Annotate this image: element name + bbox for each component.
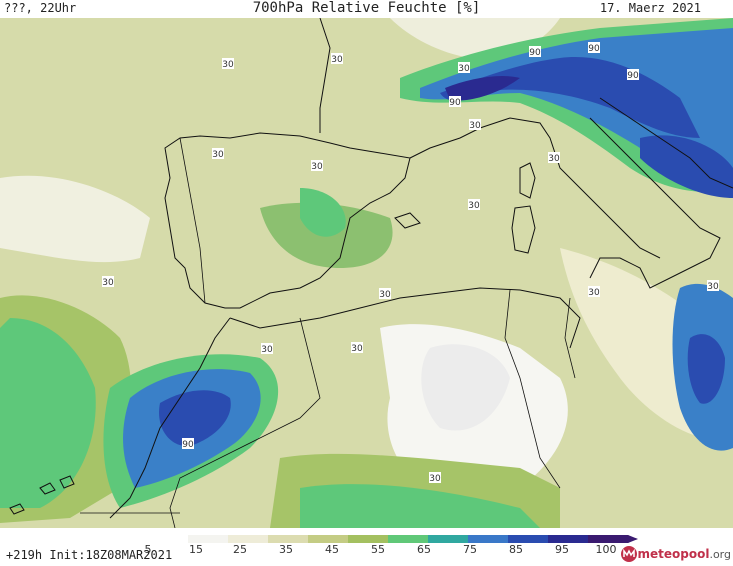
wet-zone-balkans bbox=[640, 135, 733, 198]
colorbar-segment bbox=[228, 535, 269, 543]
contour-labels: 30 30 90 90 90 90 30 30 30 30 30 30 30 3… bbox=[102, 42, 719, 484]
valid-date: 17. Maerz 2021 bbox=[599, 1, 701, 15]
legend-tick: 65 bbox=[417, 543, 431, 556]
dry-zone-atlantic bbox=[0, 175, 150, 263]
saturated-zone-alps bbox=[445, 76, 520, 101]
contour-label: 90 bbox=[627, 71, 639, 81]
contour-label: 30 bbox=[212, 150, 224, 160]
contour-label: 30 bbox=[102, 278, 114, 288]
contour-label: 90 bbox=[588, 44, 600, 54]
colorbar-segment bbox=[428, 535, 469, 543]
contour-label: 30 bbox=[261, 345, 273, 355]
colorbar-segment bbox=[188, 535, 229, 543]
legend-tick: 25 bbox=[233, 543, 247, 556]
colorbar bbox=[148, 535, 638, 543]
contour-label: 30 bbox=[468, 201, 480, 211]
footer: 5 15 25 35 45 55 65 75 85 95 100 +219h I… bbox=[0, 528, 733, 566]
contour-label: 30 bbox=[458, 64, 470, 74]
legend-tick: 5 bbox=[144, 543, 152, 556]
contour-label: 30 bbox=[469, 121, 481, 131]
contour-label: 30 bbox=[429, 474, 441, 484]
driest-zone bbox=[421, 344, 510, 431]
init-time: +219h Init:18Z08MAR2021 bbox=[6, 548, 173, 562]
green-zone-spain bbox=[300, 188, 346, 237]
contour-label: 30 bbox=[379, 290, 391, 300]
colorbar-segment bbox=[148, 535, 189, 543]
colorbar-segment bbox=[348, 535, 389, 543]
colorbar-segment bbox=[388, 535, 429, 543]
contour-label: 90 bbox=[529, 48, 541, 58]
forecast-time: ???, 22Uhr bbox=[4, 1, 77, 15]
legend-tick: 35 bbox=[279, 543, 293, 556]
meteopool-logo[interactable]: meteopool.org bbox=[620, 544, 732, 564]
country-borders bbox=[80, 137, 576, 528]
contour-label: 30 bbox=[588, 288, 600, 298]
colorbar-segment bbox=[308, 535, 349, 543]
contour-label: 30 bbox=[222, 60, 234, 70]
colorbar-segment bbox=[468, 535, 509, 543]
wet-zone-east bbox=[687, 334, 725, 404]
contour-label: 90 bbox=[182, 440, 194, 450]
legend-tick: 15 bbox=[189, 543, 203, 556]
map-canvas: 30 30 90 90 90 90 30 30 30 30 30 30 30 3… bbox=[0, 18, 733, 528]
logo-text: meteopool.org bbox=[637, 547, 732, 561]
legend-tick: 45 bbox=[325, 543, 339, 556]
contour-label: 30 bbox=[331, 55, 343, 65]
colorbar-segment bbox=[268, 535, 309, 543]
humidity-map: 30 30 90 90 90 90 30 30 30 30 30 30 30 3… bbox=[0, 18, 733, 528]
green-zone-south bbox=[300, 484, 540, 528]
colorbar-segment bbox=[548, 535, 589, 543]
contour-label: 90 bbox=[449, 98, 461, 108]
legend-tick: 95 bbox=[555, 543, 569, 556]
legend-tick: 85 bbox=[509, 543, 523, 556]
legend-tick: 55 bbox=[371, 543, 385, 556]
colorbar-arrow bbox=[628, 535, 638, 543]
legend-tick: 100 bbox=[595, 543, 617, 556]
header: ???, 22Uhr 700hPa Relative Feuchte [%] 1… bbox=[0, 0, 733, 18]
green-zone-atlantic bbox=[0, 318, 96, 508]
wet-zone-morocco bbox=[159, 390, 231, 447]
contour-label: 30 bbox=[311, 162, 323, 172]
map-title: 700hPa Relative Feuchte [%] bbox=[252, 0, 481, 16]
meteopool-logo-icon bbox=[620, 546, 637, 562]
coastlines bbox=[9, 18, 733, 519]
contour-label: 30 bbox=[548, 154, 560, 164]
colorbar-segment bbox=[508, 535, 549, 543]
legend-tick: 75 bbox=[463, 543, 477, 556]
contour-label: 30 bbox=[707, 282, 719, 292]
colorbar-segment bbox=[588, 535, 629, 543]
contour-label: 30 bbox=[351, 344, 363, 354]
color-legend: 5 15 25 35 45 55 65 75 85 95 100 bbox=[140, 530, 640, 556]
